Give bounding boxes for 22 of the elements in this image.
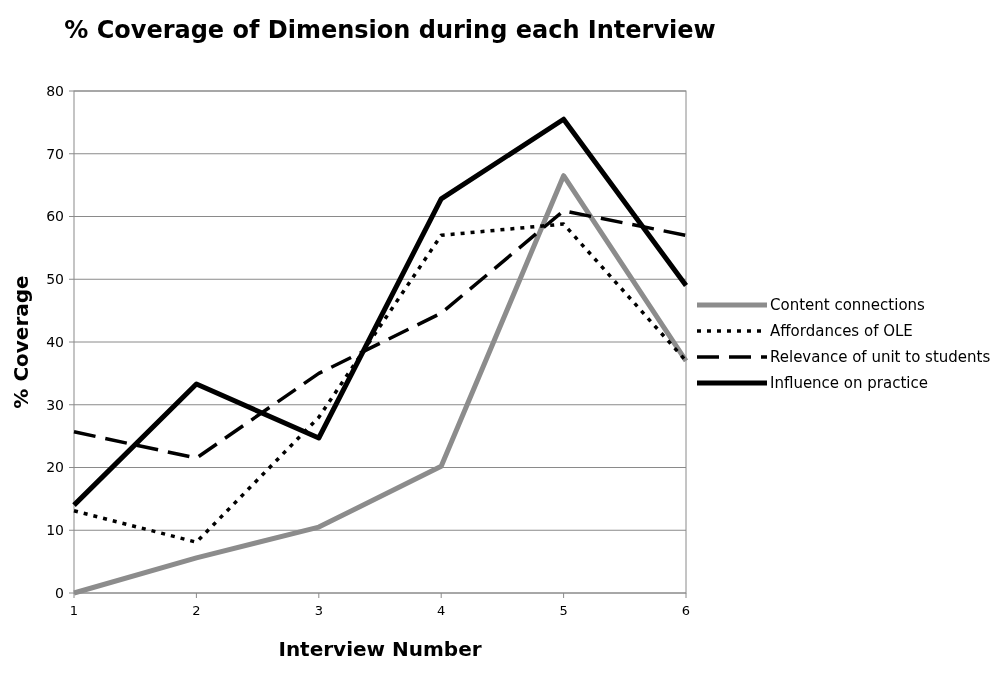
y-tick-label: 70 — [46, 145, 64, 162]
x-tick-label: 4 — [437, 603, 446, 618]
y-tick-label: 50 — [46, 271, 64, 288]
x-axis-title: Interview Number — [278, 637, 482, 661]
x-tick-label: 3 — [314, 603, 323, 618]
x-tick-label: 6 — [681, 603, 691, 618]
y-tick-label: 30 — [46, 396, 64, 413]
y-tick-label: 40 — [46, 333, 64, 350]
x-tick-label: 5 — [559, 603, 568, 618]
y-tick-label: 60 — [46, 208, 64, 225]
legend-label: Relevance of unit to students — [770, 348, 991, 367]
y-tick-label: 80 — [46, 82, 64, 99]
legend-label: Influence on practice — [770, 374, 928, 393]
y-tick-label: 20 — [46, 459, 64, 476]
y-axis-title: % Coverage — [9, 275, 33, 409]
x-tick-label: 1 — [69, 603, 79, 618]
legend-label: Content connections — [770, 296, 926, 315]
x-tick-label: 2 — [192, 603, 201, 618]
y-tick-label: 0 — [55, 584, 64, 601]
y-tick-label: 10 — [46, 522, 64, 539]
legend-label: Affordances of OLE — [770, 322, 913, 341]
chart-title: % Coverage of Dimension during each Interview — [64, 16, 716, 44]
